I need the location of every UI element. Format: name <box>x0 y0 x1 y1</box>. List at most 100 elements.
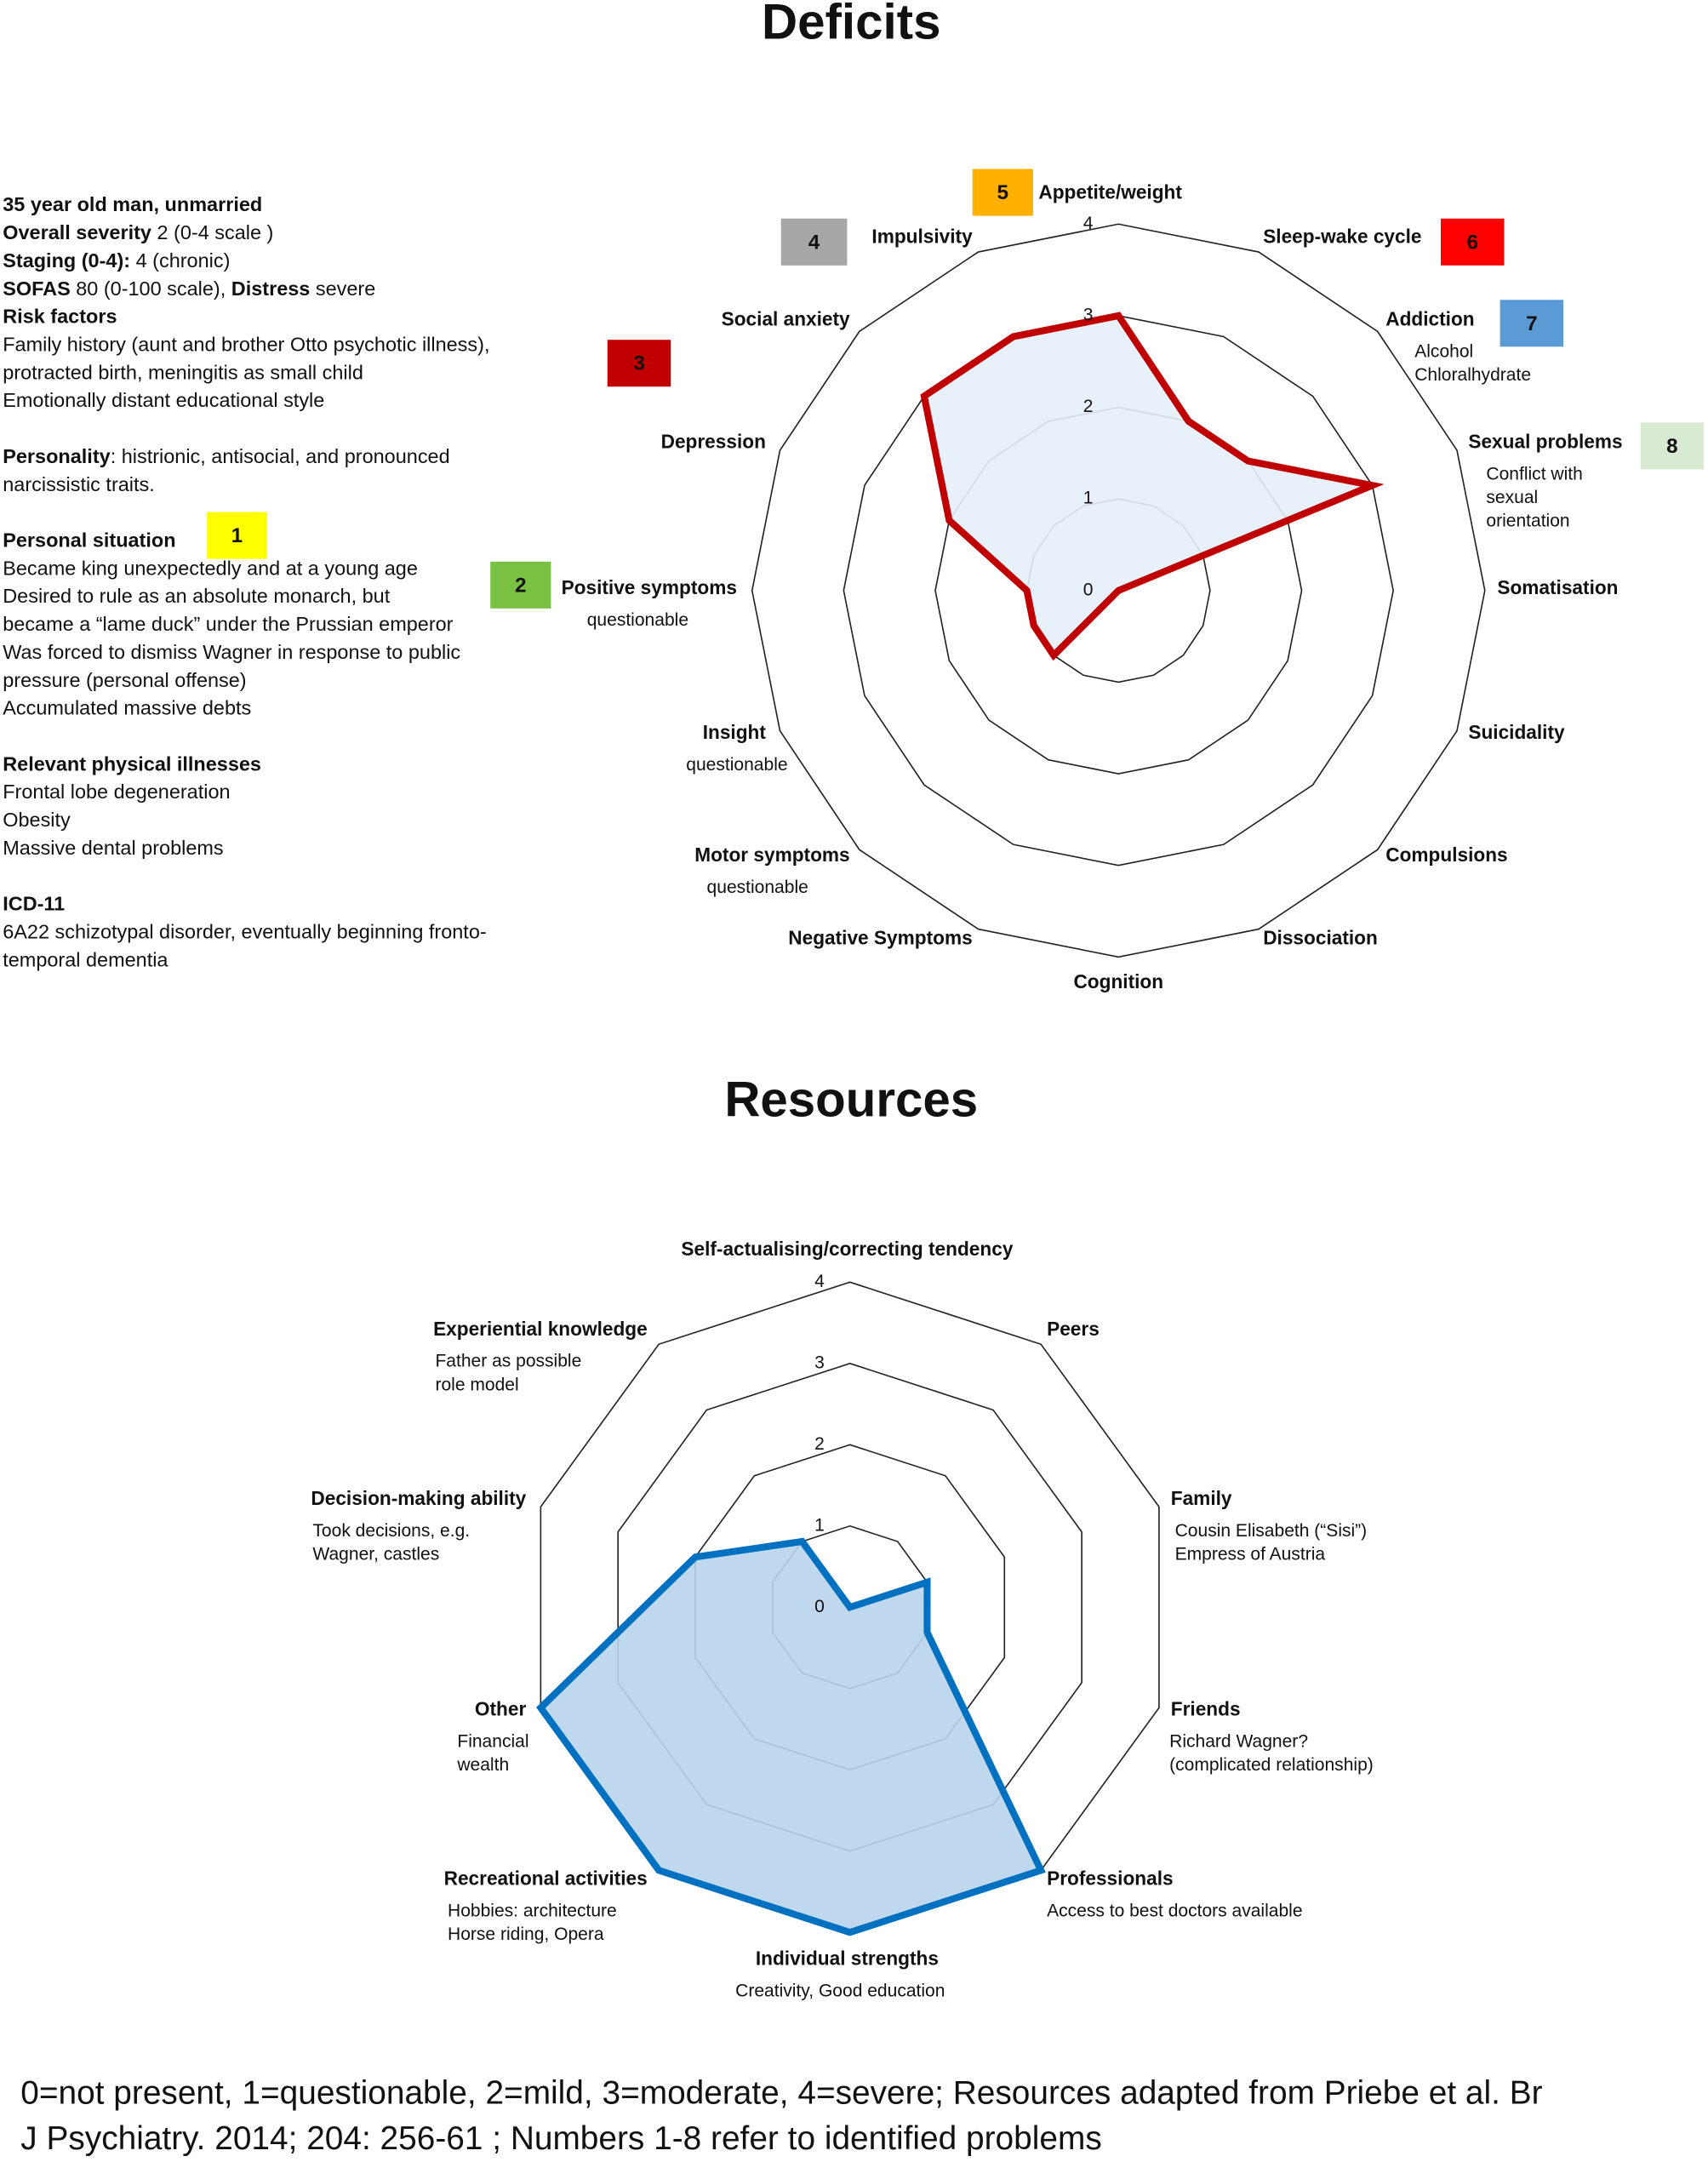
problem-marker <box>1640 422 1705 470</box>
axis-label: Decision-making ability <box>311 1487 526 1509</box>
axis-note: Chloralhydrate <box>1414 365 1531 385</box>
case-text: Personality <box>3 445 110 467</box>
case-text: 80 (0-100 scale), <box>71 277 231 300</box>
case-text: Accumulated massive debts <box>3 697 251 719</box>
case-line: Was forced to dismiss Wagner in response… <box>3 641 460 663</box>
axis-note: Hobbies: architecture <box>448 1902 617 1921</box>
case-line: Family history (aunt and brother Otto ps… <box>3 334 489 356</box>
case-line: Personality: histrionic, antisocial, and… <box>3 445 449 467</box>
axis-note: Creativity, Good education <box>735 1981 945 2000</box>
data-area <box>920 312 1385 661</box>
problem-marker <box>1499 300 1564 347</box>
case-text: 35 year old man, unmarried <box>3 193 262 215</box>
axis-note: orientation <box>1486 511 1569 530</box>
case-text: became a “lame duck” under the Prussian … <box>3 613 453 635</box>
axis-label: Positive symptoms <box>562 576 737 598</box>
axis-note: role model <box>435 1375 518 1394</box>
r-tick-label: 4 <box>1083 214 1094 233</box>
axis-note: Took decisions, e.g. <box>312 1521 470 1541</box>
case-line: Relevant physical illnesses <box>3 753 261 775</box>
axis-note: Father as possible <box>435 1352 581 1371</box>
case-line: 6A22 schizotypal disorder, eventually be… <box>3 921 486 943</box>
axis-label: Cognition <box>1073 970 1163 992</box>
axis-label: Social anxiety <box>722 308 850 330</box>
axis-label: Compulsions <box>1385 844 1507 866</box>
axis-label: Somatisation <box>1497 576 1618 598</box>
case-line: pressure (personal offense) <box>3 669 246 691</box>
axis-note: Cousin Elisabeth (“Sisi”) <box>1175 1521 1368 1541</box>
problem-number: 7 <box>1526 312 1538 335</box>
r-tick-label: 1 <box>814 1515 825 1535</box>
case-text: pressure (personal offense) <box>3 669 246 691</box>
axis-label: Self-actualising/correcting tendency <box>681 1238 1013 1260</box>
case-text: Staging (0-4): <box>3 249 130 272</box>
data-area <box>536 1537 1046 1936</box>
case-text: Emotionally distant educational style <box>3 389 324 411</box>
axis-note: Alcohol <box>1414 341 1473 361</box>
axis-label: Negative Symptoms <box>788 926 972 948</box>
axis-label: Sexual problems <box>1468 431 1622 453</box>
footnote: J Psychiatry. 2014; 204: 256-61 ; Number… <box>20 2120 1101 2157</box>
case-text: protracted birth, meningitis as small ch… <box>3 362 363 384</box>
problem-marker <box>490 561 551 609</box>
r-tick-label: 1 <box>1083 489 1094 508</box>
problem-marker <box>607 340 671 387</box>
case-line: became a “lame duck” under the Prussian … <box>3 613 453 635</box>
case-text: Frontal lobe degeneration <box>3 781 230 803</box>
case-line: temporal dementia <box>3 949 169 971</box>
case-text: Relevant physical illnesses <box>3 753 261 775</box>
case-text: 2 (0-4 scale ) <box>151 221 273 243</box>
case-line: Personal situation <box>3 529 175 552</box>
axis-label: Family <box>1171 1487 1232 1509</box>
axis-note: questionable <box>707 878 808 897</box>
case-text: narcissistic traits. <box>3 473 155 495</box>
case-text: Was forced to dismiss Wagner in response… <box>3 641 460 663</box>
case-text: temporal dementia <box>3 949 169 971</box>
axis-note: sexual <box>1486 488 1538 507</box>
case-line: Emotionally distant educational style <box>3 389 324 411</box>
case-text: Became king unexpectedly and at a young … <box>3 558 418 580</box>
axis-label: Addiction <box>1385 308 1474 330</box>
grid-ring <box>843 315 1394 867</box>
axis-label: Appetite/weight <box>1038 181 1182 203</box>
case-text: : histrionic, antisocial, and pronounced <box>111 445 450 467</box>
case-text: 4 (chronic) <box>130 249 230 272</box>
case-text: Massive dental problems <box>3 837 223 859</box>
case-line: protracted birth, meningitis as small ch… <box>3 362 363 384</box>
axis-note: Horse riding, Opera <box>448 1925 604 1944</box>
r-tick-label: 2 <box>1083 397 1094 416</box>
case-line: SOFAS 80 (0-100 scale), Distress severe <box>3 277 375 300</box>
footnote: 0=not present, 1=questionable, 2=mild, 3… <box>20 2075 1542 2112</box>
problem-number: 3 <box>633 352 645 375</box>
case-line: 35 year old man, unmarried <box>3 193 262 215</box>
axis-label: Individual strengths <box>756 1948 939 1970</box>
axis-label: Sleep-wake cycle <box>1263 225 1421 247</box>
case-text: Distress <box>231 277 311 300</box>
r-tick-label: 0 <box>1083 580 1094 599</box>
axis-label: Impulsivity <box>871 225 973 247</box>
grid-ring <box>751 223 1486 958</box>
axis-label: Insight <box>703 721 767 743</box>
axis-label: Peers <box>1047 1318 1100 1340</box>
case-text: Desired to rule as an absolute monarch, … <box>3 585 390 607</box>
problem-marker <box>972 169 1033 216</box>
axis-label: Recreational activities <box>444 1867 648 1890</box>
chart-title: Deficits <box>762 0 940 50</box>
problem-number: 1 <box>231 524 243 547</box>
case-text: Overall severity <box>3 221 151 243</box>
case-line: narcissistic traits. <box>3 473 155 495</box>
case-line: Risk factors <box>3 306 117 328</box>
axis-label: Other <box>475 1698 527 1720</box>
case-text: Personal situation <box>3 529 175 552</box>
r-tick-label: 4 <box>814 1272 825 1291</box>
problem-number: 5 <box>997 181 1009 204</box>
case-text: Obesity <box>3 809 71 831</box>
axis-note: Richard Wagner? <box>1169 1731 1308 1751</box>
axis-label: Professionals <box>1047 1867 1173 1890</box>
case-line: Overall severity 2 (0-4 scale ) <box>3 221 273 243</box>
r-tick-label: 2 <box>814 1434 825 1454</box>
axis-note: questionable <box>587 610 688 630</box>
problem-number: 6 <box>1466 231 1478 254</box>
axis-note: Access to best doctors available <box>1047 1902 1302 1921</box>
axis-label: Dissociation <box>1263 926 1378 948</box>
